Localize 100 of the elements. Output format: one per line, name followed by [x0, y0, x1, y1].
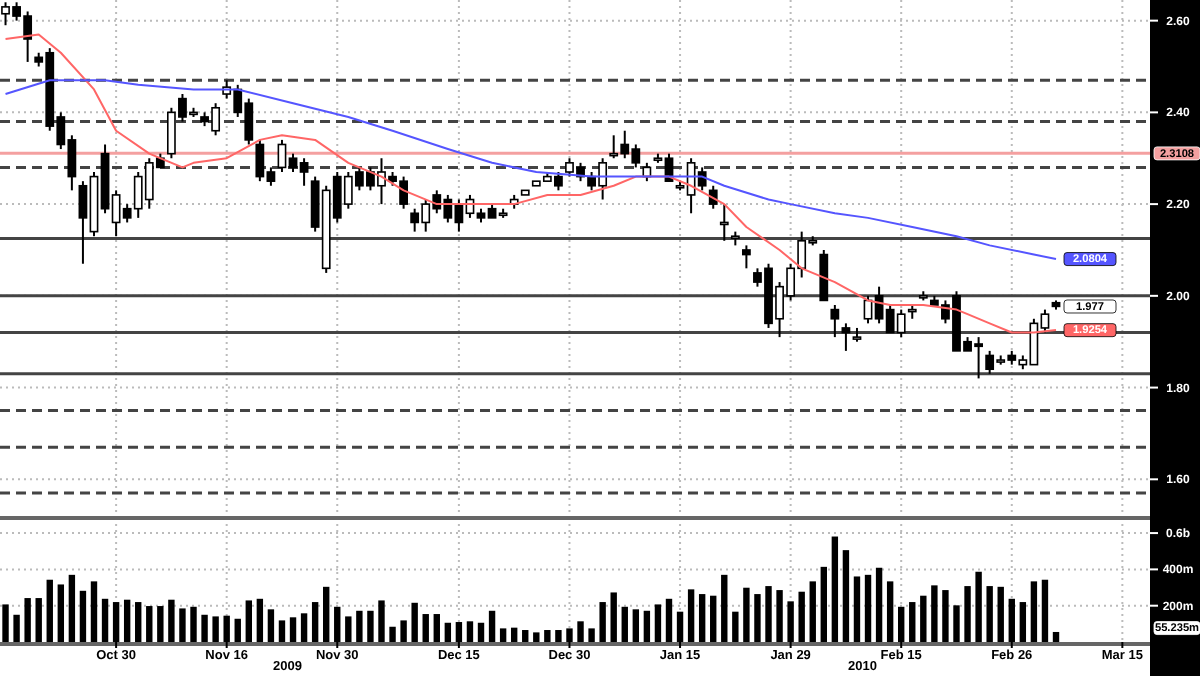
bar: [909, 602, 916, 642]
bar: [334, 606, 341, 642]
candlestick: [719, 203, 729, 242]
candlestick: [819, 248, 829, 302]
bar: [986, 586, 993, 642]
line-series: [4, 79, 1058, 260]
bar: [477, 622, 485, 642]
bar: [898, 606, 905, 642]
bar: [710, 595, 717, 642]
bar: [179, 608, 186, 642]
bar: [721, 574, 728, 642]
bar: [886, 581, 894, 642]
bar: [323, 586, 330, 642]
bar: [599, 602, 606, 642]
bar: [743, 587, 750, 642]
bar: [610, 592, 617, 642]
bar: [378, 600, 385, 642]
bar: [588, 628, 595, 642]
bar: [135, 602, 142, 642]
bar: [544, 630, 551, 642]
bar: [112, 602, 120, 642]
bar: [621, 606, 628, 642]
bar: [157, 606, 164, 642]
bar: [488, 610, 496, 642]
bar: [665, 598, 673, 642]
bar: [1030, 581, 1038, 642]
bar: [367, 610, 374, 642]
bar: [13, 614, 20, 642]
bar: [577, 621, 584, 642]
bar: [455, 622, 463, 642]
bar: [345, 616, 352, 642]
bar: [510, 627, 518, 642]
bar: [875, 567, 883, 642]
bar: [643, 610, 651, 642]
bar: [223, 615, 230, 642]
bar: [842, 550, 850, 642]
bar: [123, 599, 131, 642]
bar: [533, 632, 540, 642]
bar: [831, 536, 839, 642]
bar: [853, 576, 861, 642]
bar: [267, 609, 275, 642]
bar: [90, 581, 98, 642]
bar: [46, 579, 53, 642]
candlestick: [741, 244, 751, 270]
candlestick: [841, 322, 851, 352]
bar: [566, 628, 573, 642]
bar: [499, 628, 507, 642]
bar: [400, 620, 407, 642]
bar: [920, 595, 927, 642]
bar: [466, 621, 474, 642]
bar: [311, 602, 319, 642]
bar: [864, 574, 872, 642]
bar: [698, 594, 706, 642]
bar: [1019, 602, 1027, 642]
bar: [953, 605, 960, 642]
bar: [964, 586, 971, 642]
bar: [931, 585, 938, 642]
bar: [787, 601, 794, 642]
bar: [632, 609, 640, 642]
bar: [809, 581, 816, 642]
bar: [101, 598, 109, 642]
bar: [997, 586, 1004, 642]
bar: [201, 614, 208, 642]
bar: [422, 614, 429, 642]
bar: [24, 598, 31, 642]
bar: [146, 606, 153, 642]
bar: [798, 591, 805, 642]
bar: [234, 618, 241, 642]
bar: [300, 613, 308, 642]
bar: [1052, 631, 1060, 642]
bar: [765, 586, 772, 642]
bar: [245, 600, 252, 642]
bar: [433, 614, 440, 642]
bar: [676, 611, 684, 642]
bar: [687, 589, 695, 642]
bar: [975, 571, 982, 642]
bar: [57, 584, 65, 642]
bar: [555, 630, 562, 642]
bar: [732, 611, 739, 642]
bar: [654, 604, 662, 642]
bar: [2, 604, 9, 642]
bar: [411, 602, 418, 642]
bar: [356, 610, 363, 642]
bar: [820, 566, 827, 642]
bar: [79, 590, 87, 642]
bar: [35, 598, 42, 642]
bar: [168, 599, 175, 642]
bar: [776, 590, 783, 642]
bar: [389, 626, 396, 642]
candlestick: [830, 304, 840, 339]
bar: [278, 620, 286, 642]
bar: [1008, 598, 1015, 642]
bar: [1041, 579, 1049, 642]
bar: [444, 622, 452, 642]
bar: [942, 590, 949, 642]
bar: [754, 594, 761, 642]
bar: [522, 630, 529, 642]
bar: [256, 598, 264, 642]
bar: [212, 616, 219, 642]
bar: [68, 574, 76, 642]
